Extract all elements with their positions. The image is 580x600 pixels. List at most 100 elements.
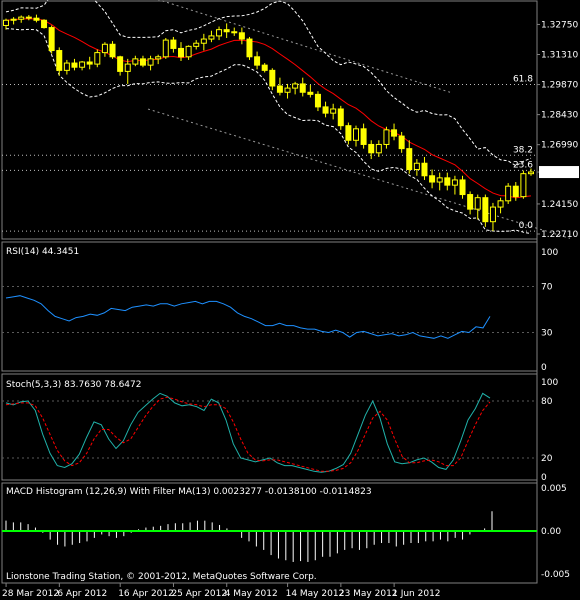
candle-body (269, 69, 276, 87)
candle-body (132, 58, 139, 65)
current-price-label: 1.25678 (541, 168, 578, 178)
candle-body (246, 38, 253, 58)
candle-body (261, 64, 268, 71)
macd-tick-label: -0.005 (541, 570, 570, 580)
price-tick-label: 1.24150 (541, 200, 578, 210)
candle-body (322, 106, 329, 114)
candle-body (413, 162, 420, 171)
stoch-tick-label: 80 (541, 397, 553, 407)
candle-body (353, 128, 359, 141)
upper-band-line (5, 0, 532, 167)
candle-body (231, 31, 238, 34)
candle-body (451, 179, 458, 186)
candle-body (109, 43, 116, 58)
candle-body (444, 177, 451, 186)
candle-body (497, 200, 504, 208)
channel-line-lower (147, 108, 571, 239)
price-tick-label: 1.32750 (541, 20, 578, 30)
stoch-tick-label: 20 (541, 454, 553, 464)
candle-body (520, 173, 527, 198)
candle-body (101, 43, 108, 54)
candle-body (178, 47, 184, 58)
candle-body (155, 56, 162, 60)
candle-body (505, 185, 512, 202)
candle-body (33, 17, 40, 21)
candle-body (467, 194, 474, 210)
rsi-panel (1, 241, 538, 372)
candle-body (238, 32, 245, 40)
candle-body (337, 108, 344, 127)
rsi-tick-label: 70 (541, 283, 553, 293)
candle-body (330, 108, 337, 114)
x-tick-label: 4 May 2012 (225, 589, 278, 599)
macd-tick-label: 0.005 (541, 484, 567, 494)
candle-body (208, 35, 215, 40)
fib-label-0.0: 0.0 (519, 221, 534, 231)
moving-average-line (5, 18, 532, 199)
candle-body (406, 148, 413, 171)
candle-body (474, 197, 481, 210)
candle-body (86, 61, 93, 65)
macd-title: MACD Histogram (12,26,9) With Filter MA(… (6, 487, 372, 497)
candle-body (284, 87, 291, 93)
candle-body (185, 45, 192, 58)
candle-body (79, 61, 86, 68)
candle-body (162, 39, 169, 58)
price-tick-label: 1.29870 (541, 81, 578, 91)
candle-body (200, 38, 207, 44)
candle-body (528, 171, 534, 175)
macd-panel (1, 482, 538, 584)
price-tick-label: 1.31310 (541, 50, 578, 60)
fib-label-23.6: 23.6 (513, 160, 533, 170)
rsi-tick-label: 100 (541, 248, 558, 258)
x-tick-label: 16 Apr 2012 (118, 589, 174, 599)
x-tick-label: 28 Mar 2012 (2, 589, 59, 599)
price-panel (1, 0, 538, 240)
candle-body (170, 39, 177, 49)
candle-body (124, 63, 131, 72)
candle-body (391, 129, 398, 137)
rsi-line (5, 295, 491, 339)
candle-body (223, 29, 230, 33)
stoch-main-line (5, 392, 491, 473)
candle-body (25, 16, 32, 19)
candle-body (299, 83, 306, 93)
x-tick-label: 6 Apr 2012 (57, 589, 107, 599)
stoch-tick-label: 100 (541, 378, 558, 388)
candle-body (489, 206, 496, 223)
candle-body (254, 56, 261, 66)
candle-body (94, 52, 101, 65)
x-tick-label: 14 May 2012 (286, 589, 345, 599)
candle-body (459, 179, 466, 196)
stoch-title: Stoch(5,3,3) 83.7630 78.6472 (6, 380, 141, 390)
candle-body (56, 50, 63, 71)
x-tick-label: 25 Apr 2012 (171, 589, 227, 599)
candle-body (216, 29, 223, 37)
candle-body (276, 85, 283, 93)
candle-body (421, 162, 428, 177)
candle-body (139, 58, 146, 66)
candle-body (307, 91, 314, 95)
candle-body (383, 129, 390, 145)
candle-body (360, 128, 367, 145)
candle-body (41, 19, 48, 29)
candle-body (10, 18, 17, 21)
candle-body (345, 125, 352, 141)
stoch-signal-line (5, 396, 491, 472)
copyright-text: Lionstone Trading Station, © 2001-2012, … (6, 572, 317, 582)
stoch-tick-label: 0 (541, 473, 547, 483)
price-tick-label: 1.26990 (541, 141, 578, 151)
candle-body (193, 42, 200, 47)
macd-tick-label: 0.00 (541, 527, 561, 537)
x-tick-label: 23 May 2012 (339, 589, 398, 599)
rsi-tick-label: 30 (541, 329, 553, 339)
candle-body (398, 135, 405, 150)
rsi-title: RSI(14) 44.3451 (6, 247, 79, 257)
candle-body (117, 56, 124, 72)
candle-body (314, 93, 321, 108)
candle-body (71, 62, 78, 68)
candle-body (18, 16, 25, 20)
candle-body (3, 19, 9, 26)
rsi-tick-label: 0 (541, 363, 547, 373)
